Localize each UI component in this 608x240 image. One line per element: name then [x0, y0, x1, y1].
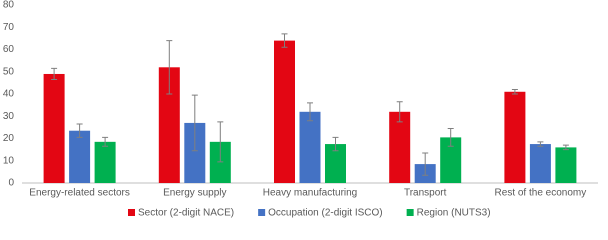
- bar: [299, 111, 321, 183]
- bar: [325, 144, 346, 183]
- error-bar: [332, 136, 339, 152]
- bar: [184, 122, 206, 183]
- legend-label: Region (NUTS3): [417, 208, 491, 219]
- error-bar: [281, 33, 288, 48]
- error-bar: [51, 67, 58, 81]
- bar: [274, 40, 295, 183]
- legend-label: Sector (2-digit NACE): [138, 208, 234, 219]
- x-tick-label: Rest of the economy: [495, 188, 587, 199]
- error-bar: [191, 94, 198, 152]
- y-tick-label: 30: [3, 111, 15, 122]
- error-bar: [447, 127, 454, 147]
- y-tick-label: 20: [3, 133, 15, 144]
- y-tick-label: 80: [3, 0, 15, 11]
- y-tick-label: 40: [3, 89, 15, 100]
- bar: [69, 130, 91, 183]
- chart: 0 10 20 30 40 50 60 70 80 Energy-related sectors E…: [3, 0, 598, 219]
- y-tick-label: 60: [3, 44, 15, 55]
- y-tick-label: 10: [3, 155, 15, 166]
- x-tick-label: Transport: [404, 188, 447, 199]
- legend-swatch: [258, 209, 266, 216]
- error-bar: [76, 123, 83, 138]
- y-tick-label: 0: [8, 178, 14, 189]
- bar: [43, 73, 65, 183]
- error-bar: [166, 40, 173, 95]
- legend-swatch: [128, 209, 135, 216]
- error-bar: [537, 141, 544, 147]
- error-bar: [396, 101, 403, 123]
- bar: [504, 91, 526, 183]
- x-tick-label: Heavy manufacturing: [263, 188, 358, 199]
- bar: [209, 141, 231, 183]
- legend-label: Occupation (2-digit ISCO): [268, 208, 383, 219]
- bar: [555, 147, 577, 183]
- x-tick-label: Energy supply: [163, 188, 226, 199]
- x-tick-label: Energy-related sectors: [29, 188, 130, 199]
- bar: [389, 111, 411, 183]
- error-bar: [511, 89, 518, 95]
- y-tick-label: 50: [3, 66, 15, 77]
- bar: [94, 141, 116, 183]
- error-bar: [217, 121, 224, 163]
- error-bar: [562, 144, 569, 151]
- y-tick-label: 70: [3, 22, 15, 33]
- error-bar: [102, 136, 109, 147]
- legend-swatch: [406, 209, 414, 216]
- bar: [529, 144, 551, 183]
- bar: [440, 137, 462, 183]
- error-bar: [307, 102, 313, 122]
- error-bar: [422, 152, 429, 176]
- bar: [158, 67, 180, 183]
